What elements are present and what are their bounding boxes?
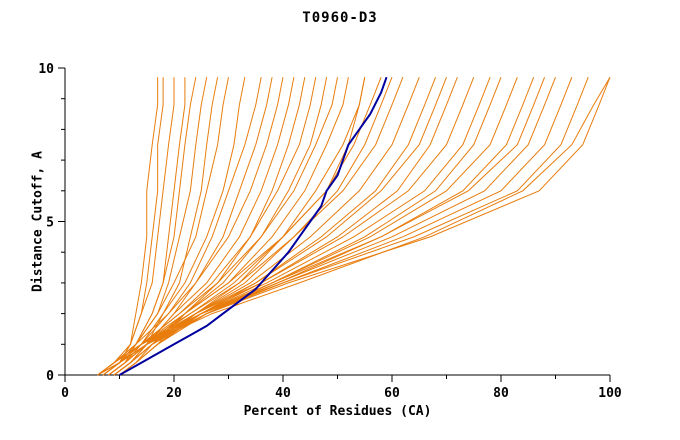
model-curve bbox=[102, 77, 518, 376]
model-curve bbox=[113, 77, 611, 376]
model-curve bbox=[97, 77, 284, 376]
x-tick-label: 20 bbox=[166, 386, 182, 401]
model-curve bbox=[108, 76, 611, 376]
chart-title: T0960-D3 bbox=[302, 10, 378, 26]
x-tick-label: 0 bbox=[61, 386, 69, 401]
x-tick-label: 80 bbox=[493, 386, 509, 401]
model-curve bbox=[113, 77, 535, 376]
model-curve bbox=[119, 77, 366, 376]
model-curve bbox=[108, 77, 295, 376]
x-tick-label: 60 bbox=[384, 386, 400, 401]
model-curve bbox=[97, 77, 175, 376]
x-tick-label: 40 bbox=[275, 386, 291, 401]
model-curve bbox=[119, 77, 573, 376]
model-curve bbox=[97, 77, 546, 376]
x-axis-label: Percent of Residues (CA) bbox=[243, 404, 432, 419]
model-curve bbox=[97, 77, 366, 376]
model-curve bbox=[97, 77, 338, 376]
model-curve bbox=[108, 77, 349, 376]
x-tick-label: 100 bbox=[598, 386, 622, 401]
model-curve bbox=[119, 77, 306, 376]
model-curve bbox=[119, 77, 502, 376]
highlighted-model-curve bbox=[119, 76, 388, 376]
y-tick-label: 5 bbox=[46, 216, 54, 231]
y-tick-label: 0 bbox=[46, 369, 54, 384]
model-curve bbox=[97, 77, 159, 376]
y-tick-label: 10 bbox=[38, 62, 54, 77]
